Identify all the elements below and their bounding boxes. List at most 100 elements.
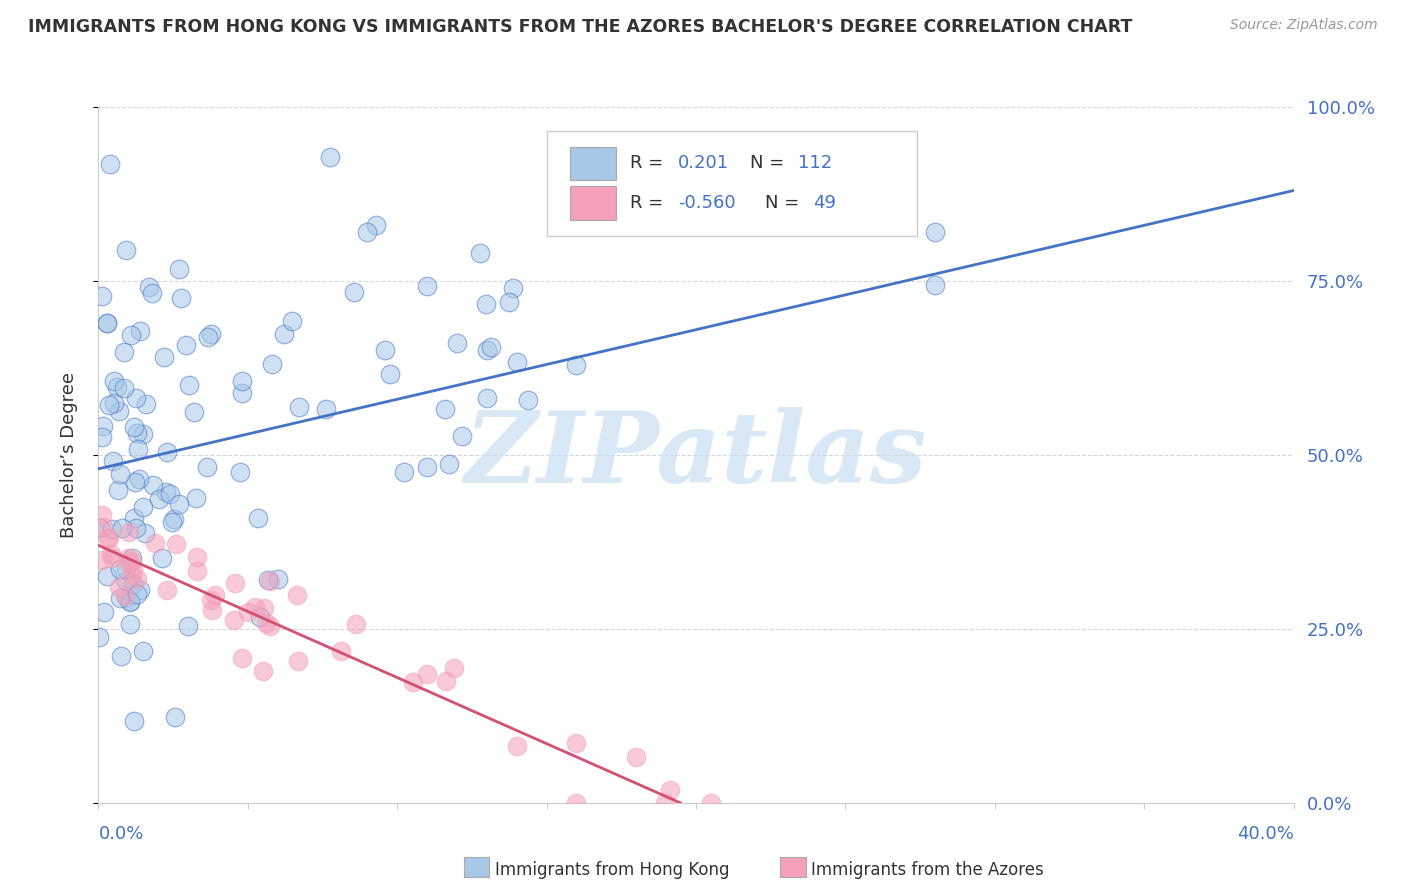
Point xyxy=(120,617,142,632)
Point xyxy=(658,782,681,797)
Point xyxy=(184,491,207,505)
Point xyxy=(125,587,148,601)
Point xyxy=(91,520,114,534)
Point xyxy=(186,550,208,565)
Bar xyxy=(571,146,616,180)
Point xyxy=(159,487,181,501)
Point xyxy=(402,675,425,690)
Text: R =: R = xyxy=(630,194,669,212)
Text: N =: N = xyxy=(749,154,790,172)
Text: -0.560: -0.560 xyxy=(678,194,735,212)
Point xyxy=(89,520,111,534)
Point xyxy=(112,381,135,395)
Bar xyxy=(571,186,616,219)
Point xyxy=(103,396,125,410)
Point xyxy=(122,577,145,591)
Point xyxy=(101,522,124,536)
Point xyxy=(127,426,149,441)
Point xyxy=(451,429,474,443)
Point xyxy=(127,442,149,456)
Point xyxy=(107,483,129,498)
Text: 0.201: 0.201 xyxy=(678,154,730,172)
Point xyxy=(120,595,142,609)
Point xyxy=(176,619,198,633)
Point xyxy=(165,537,187,551)
Point xyxy=(162,515,184,529)
Point xyxy=(93,605,115,619)
Point xyxy=(475,296,498,310)
Point xyxy=(124,511,146,525)
Point xyxy=(128,472,150,486)
Point xyxy=(100,547,122,561)
Point xyxy=(115,591,138,605)
Point xyxy=(924,278,946,293)
Point xyxy=(107,403,129,417)
Point xyxy=(114,345,136,359)
Point xyxy=(200,593,222,607)
Point xyxy=(281,314,304,328)
Text: 0.0%: 0.0% xyxy=(98,825,143,843)
Point xyxy=(124,391,146,405)
Point xyxy=(229,465,252,479)
Point xyxy=(183,405,205,419)
Point xyxy=(197,330,219,344)
Point xyxy=(127,572,149,586)
Point xyxy=(177,377,200,392)
Point xyxy=(253,601,276,615)
Point xyxy=(134,525,156,540)
Point xyxy=(167,261,190,276)
Point xyxy=(153,350,176,364)
Point xyxy=(155,582,177,597)
Point xyxy=(924,225,946,239)
Point xyxy=(231,651,253,665)
Point xyxy=(174,338,197,352)
Point xyxy=(434,674,457,689)
Point xyxy=(204,588,226,602)
Point xyxy=(138,279,160,293)
Point xyxy=(231,374,253,388)
Point xyxy=(129,324,152,338)
Point xyxy=(479,341,502,355)
Point xyxy=(90,553,112,567)
Point xyxy=(502,281,524,295)
Point xyxy=(186,565,208,579)
Text: Immigrants from Hong Kong: Immigrants from Hong Kong xyxy=(495,861,730,879)
Point xyxy=(700,796,723,810)
Point xyxy=(110,591,132,606)
Point xyxy=(165,710,187,724)
Point xyxy=(135,397,157,411)
Point xyxy=(141,285,163,300)
Text: R =: R = xyxy=(630,154,669,172)
Point xyxy=(122,714,145,729)
Point xyxy=(120,328,142,343)
Point xyxy=(259,619,281,633)
Point xyxy=(131,427,153,442)
Point xyxy=(96,317,118,331)
Point xyxy=(91,430,114,444)
Point xyxy=(433,401,456,416)
Point xyxy=(148,491,170,506)
Point xyxy=(97,532,120,546)
Point xyxy=(249,609,271,624)
Point xyxy=(156,445,179,459)
Point xyxy=(152,551,174,566)
Text: Immigrants from the Azores: Immigrants from the Azores xyxy=(811,861,1045,879)
Point xyxy=(124,420,146,434)
Point xyxy=(392,465,415,479)
Point xyxy=(98,157,121,171)
FancyBboxPatch shape xyxy=(547,131,917,235)
Point xyxy=(170,292,193,306)
Point xyxy=(96,316,118,330)
Point xyxy=(416,279,439,293)
Point xyxy=(122,563,145,577)
Point xyxy=(364,219,387,233)
Point xyxy=(626,750,648,764)
Point xyxy=(91,508,114,522)
Point xyxy=(200,326,222,341)
Point xyxy=(475,391,498,405)
Point xyxy=(90,289,112,303)
Point xyxy=(238,605,260,619)
Point xyxy=(91,418,114,433)
Point xyxy=(111,521,134,535)
Point xyxy=(416,459,439,474)
